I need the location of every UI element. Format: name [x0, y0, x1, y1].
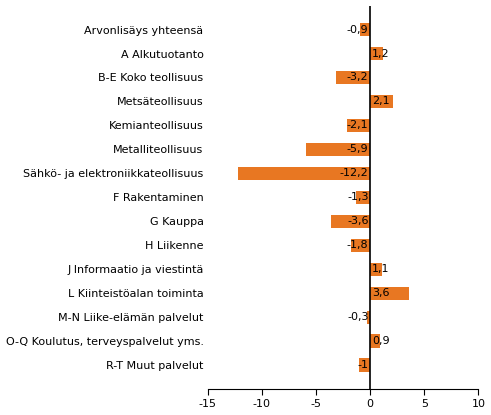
- Text: -3,2: -3,2: [347, 73, 369, 83]
- Text: -1,8: -1,8: [347, 240, 369, 250]
- Bar: [306, 143, 370, 156]
- Text: -12,2: -12,2: [340, 168, 369, 178]
- Bar: [359, 359, 370, 371]
- Bar: [238, 167, 370, 180]
- Bar: [370, 334, 380, 348]
- Bar: [370, 286, 409, 300]
- Text: -3,6: -3,6: [347, 216, 369, 226]
- Text: 3,6: 3,6: [372, 288, 389, 298]
- Bar: [335, 71, 370, 84]
- Bar: [367, 310, 370, 324]
- Text: -5,9: -5,9: [347, 144, 369, 154]
- Bar: [351, 239, 370, 252]
- Bar: [370, 263, 382, 276]
- Text: -2,1: -2,1: [347, 120, 369, 130]
- Bar: [348, 119, 370, 132]
- Bar: [356, 191, 370, 204]
- Text: -1,3: -1,3: [347, 192, 369, 202]
- Text: 1,1: 1,1: [372, 264, 389, 274]
- Text: 1,2: 1,2: [372, 49, 389, 59]
- Bar: [370, 95, 393, 108]
- Text: -0,3: -0,3: [347, 312, 369, 322]
- Bar: [360, 23, 370, 36]
- Text: 0,9: 0,9: [372, 336, 389, 346]
- Text: -1: -1: [357, 360, 369, 370]
- Bar: [370, 47, 383, 60]
- Text: -0,9: -0,9: [347, 24, 369, 34]
- Text: 2,1: 2,1: [372, 96, 389, 107]
- Bar: [331, 215, 370, 228]
